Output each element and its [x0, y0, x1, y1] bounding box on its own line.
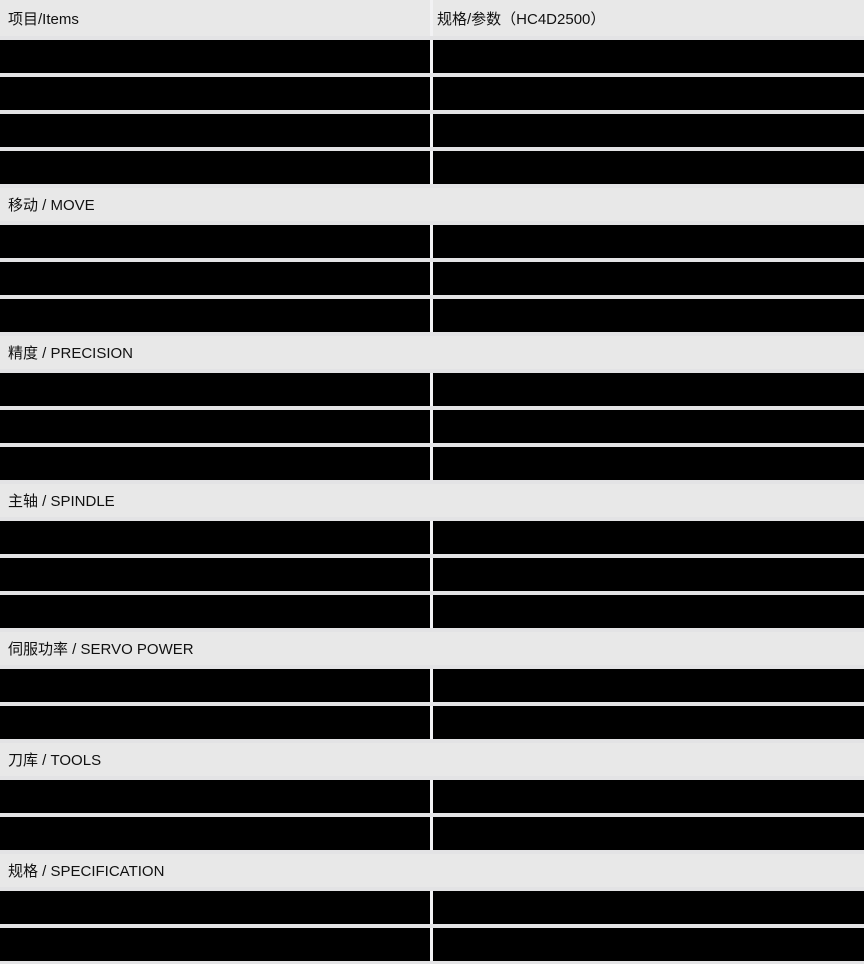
table-row — [0, 373, 864, 406]
table-row — [0, 521, 864, 554]
table-header-row: 项目/Items 规格/参数（HC4D2500） — [0, 0, 864, 36]
table-row — [0, 780, 864, 813]
redacted-cell-spec — [433, 669, 864, 702]
redacted-cell-items — [0, 40, 430, 73]
redacted-cell-items — [0, 151, 430, 184]
table-row — [0, 299, 864, 332]
redacted-cell-items — [0, 262, 430, 295]
redacted-cell-spec — [433, 521, 864, 554]
section-header-row: 伺服功率 / SERVO POWER — [0, 632, 864, 665]
column-divider — [430, 410, 433, 443]
column-divider — [430, 928, 433, 961]
redacted-cell-spec — [433, 373, 864, 406]
column-divider — [430, 891, 433, 924]
redacted-cell-spec — [433, 299, 864, 332]
column-divider — [430, 262, 433, 295]
column-divider — [430, 299, 433, 332]
table-row — [0, 410, 864, 443]
table-body: 移动 / MOVE 精度 / PRECISION 主轴 / SPINDLE 伺服功率 … — [0, 40, 864, 961]
table-row — [0, 669, 864, 702]
section-header-row: 精度 / PRECISION — [0, 336, 864, 369]
redacted-cell-items — [0, 780, 430, 813]
section-label: 移动 / MOVE — [8, 197, 95, 214]
column-divider — [430, 77, 433, 110]
section-label: 刀库 / TOOLS — [8, 752, 102, 769]
column-divider — [430, 558, 433, 591]
column-divider — [430, 669, 433, 702]
section-header-row: 移动 / MOVE — [0, 188, 864, 221]
redacted-cell-spec — [433, 817, 864, 850]
redacted-cell-items — [0, 891, 430, 924]
column-divider — [430, 225, 433, 258]
section-label: 精度 / PRECISION — [8, 345, 134, 362]
redacted-cell-spec — [433, 262, 864, 295]
redacted-cell-items — [0, 595, 430, 628]
redacted-cell-spec — [433, 558, 864, 591]
section-label: 规格 / SPECIFICATION — [8, 863, 165, 880]
column-divider — [430, 373, 433, 406]
redacted-cell-items — [0, 225, 430, 258]
table-row — [0, 77, 864, 110]
redacted-cell-spec — [433, 225, 864, 258]
redacted-cell-spec — [433, 40, 864, 73]
redacted-cell-spec — [433, 447, 864, 480]
redacted-cell-spec — [433, 780, 864, 813]
redacted-cell-items — [0, 114, 430, 147]
column-divider — [430, 521, 433, 554]
redacted-cell-items — [0, 521, 430, 554]
redacted-cell-spec — [433, 114, 864, 147]
table-row — [0, 891, 864, 924]
table-row — [0, 928, 864, 961]
column-header-spec: 规格/参数（HC4D2500） — [433, 0, 864, 36]
column-divider — [430, 817, 433, 850]
table-row — [0, 817, 864, 850]
table-row — [0, 40, 864, 73]
table-row — [0, 262, 864, 295]
column-divider — [430, 151, 433, 184]
table-row — [0, 225, 864, 258]
section-label: 主轴 / SPINDLE — [8, 493, 115, 510]
redacted-cell-items — [0, 558, 430, 591]
column-divider — [430, 114, 433, 147]
redacted-cell-spec — [433, 77, 864, 110]
table-row — [0, 114, 864, 147]
redacted-cell-spec — [433, 151, 864, 184]
section-header-row: 规格 / SPECIFICATION — [0, 854, 864, 887]
table-row — [0, 706, 864, 739]
table-row — [0, 558, 864, 591]
column-divider — [430, 447, 433, 480]
redacted-cell-items — [0, 447, 430, 480]
redacted-cell-items — [0, 706, 430, 739]
column-divider — [430, 706, 433, 739]
section-header-row: 刀库 / TOOLS — [0, 743, 864, 776]
redacted-cell-spec — [433, 706, 864, 739]
column-divider — [430, 40, 433, 73]
redacted-cell-items — [0, 928, 430, 961]
redacted-cell-items — [0, 817, 430, 850]
column-divider — [430, 595, 433, 628]
table-row — [0, 151, 864, 184]
redacted-cell-items — [0, 77, 430, 110]
redacted-cell-spec — [433, 891, 864, 924]
redacted-cell-items — [0, 373, 430, 406]
table-row — [0, 447, 864, 480]
redacted-cell-items — [0, 299, 430, 332]
table-row — [0, 595, 864, 628]
column-divider — [430, 780, 433, 813]
column-header-items: 项目/Items — [0, 0, 430, 36]
column-divider — [430, 0, 433, 36]
redacted-cell-spec — [433, 410, 864, 443]
redacted-cell-spec — [433, 595, 864, 628]
redacted-cell-items — [0, 669, 430, 702]
section-header-row: 主轴 / SPINDLE — [0, 484, 864, 517]
redacted-cell-spec — [433, 928, 864, 961]
redacted-cell-items — [0, 410, 430, 443]
section-label: 伺服功率 / SERVO POWER — [8, 641, 194, 658]
